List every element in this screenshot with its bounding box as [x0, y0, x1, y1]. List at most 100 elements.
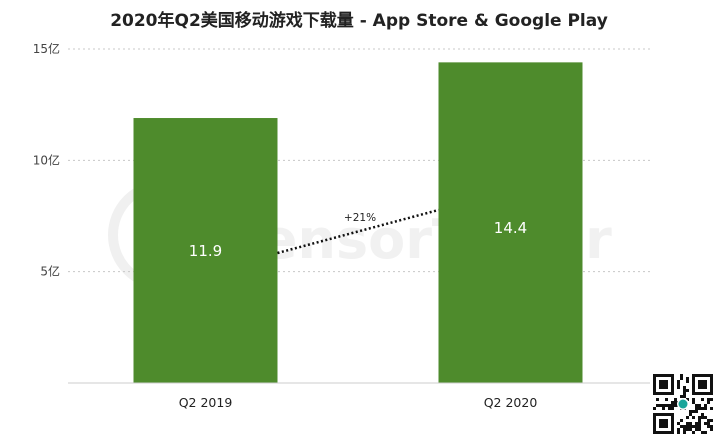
qr-module [683, 392, 686, 395]
qr-module [698, 422, 701, 425]
qr-module [710, 428, 713, 431]
qr-module [707, 419, 710, 422]
qr-module [656, 404, 659, 407]
qr-module [674, 398, 677, 401]
qr-module [701, 416, 704, 419]
qr-module [707, 401, 710, 404]
qr-module [692, 416, 695, 419]
qr-module [671, 407, 674, 410]
qr-module [665, 404, 668, 407]
qr-module [701, 413, 704, 416]
qr-module [701, 431, 704, 434]
qr-module [668, 407, 671, 410]
qr-module [656, 398, 659, 401]
bar [438, 62, 583, 384]
bars [133, 62, 583, 384]
x-category-label: Q2 2019 [179, 395, 233, 410]
qr-module [653, 407, 656, 410]
qr-module [692, 410, 695, 413]
qr-code-icon [651, 372, 715, 436]
qr-module [704, 431, 707, 434]
qr-module [704, 404, 707, 407]
qr-module [707, 422, 710, 425]
qr-module [692, 431, 695, 434]
qr-module [710, 425, 713, 428]
qr-finder-core [659, 380, 668, 389]
qr-module [662, 407, 665, 410]
qr-module [707, 425, 710, 428]
qr-module [695, 404, 698, 407]
qr-module [683, 386, 686, 389]
qr-module [704, 407, 707, 410]
qr-module [686, 398, 689, 401]
y-axis-ticks: 5亿 10亿 15亿 [33, 41, 60, 279]
qr-module [710, 407, 713, 410]
qr-module [683, 389, 686, 392]
qr-module [692, 401, 695, 404]
qr-module [695, 422, 698, 425]
qr-module [680, 374, 683, 377]
qr-module [698, 407, 701, 410]
x-axis-labels: Q2 2019 Q2 2020 [179, 395, 538, 410]
qr-module [698, 425, 701, 428]
qr-module [686, 377, 689, 380]
qr-module [683, 431, 686, 434]
qr-module [659, 404, 662, 407]
growth-annotation: +21% [344, 212, 376, 224]
qr-module [677, 422, 680, 425]
qr-center-logo-icon [678, 399, 688, 409]
y-tick-label: 10亿 [33, 152, 60, 167]
qr-module [668, 404, 671, 407]
qr-module [698, 404, 701, 407]
qr-module [680, 395, 683, 398]
qr-module [674, 401, 677, 404]
value-labels: 11.9 14.4 [189, 219, 527, 260]
qr-module [683, 395, 686, 398]
qr-module [689, 428, 692, 431]
qr-module [665, 398, 668, 401]
y-tick-label: 15亿 [33, 41, 60, 56]
qr-module [686, 380, 689, 383]
qr-module [695, 425, 698, 428]
qr-module [692, 425, 695, 428]
qr-finder-core [698, 380, 707, 389]
qr-module [686, 416, 689, 419]
qr-module [701, 407, 704, 410]
qr-module [686, 425, 689, 428]
qr-module [695, 407, 698, 410]
qr-module [701, 398, 704, 401]
qr-module [698, 428, 701, 431]
value-label: 14.4 [494, 219, 527, 237]
qr-module [683, 428, 686, 431]
y-tick-label: 5亿 [40, 264, 60, 279]
qr-module [695, 410, 698, 413]
qr-module [707, 398, 710, 401]
qr-module [680, 377, 683, 380]
qr-module [671, 401, 674, 404]
x-category-label: Q2 2020 [484, 395, 538, 410]
qr-module [689, 410, 692, 413]
qr-module [686, 422, 689, 425]
qr-module [680, 425, 683, 428]
qr-module [674, 404, 677, 407]
qr-module [677, 428, 680, 431]
growth-annotation-group: +21% [277, 208, 439, 255]
qr-module [695, 428, 698, 431]
value-label: 11.9 [189, 242, 222, 260]
qr-module [698, 416, 701, 419]
qr-module [677, 386, 680, 389]
qr-module [686, 389, 689, 392]
qr-module [704, 422, 707, 425]
qr-module [689, 425, 692, 428]
qr-module [677, 383, 680, 386]
qr-module [698, 419, 701, 422]
qr-module [692, 398, 695, 401]
qr-module [677, 431, 680, 434]
qr-module [686, 428, 689, 431]
bar [133, 118, 278, 383]
qr-module [680, 419, 683, 422]
qr-finder-core [659, 419, 668, 428]
qr-module [677, 380, 680, 383]
qr-module [671, 404, 674, 407]
